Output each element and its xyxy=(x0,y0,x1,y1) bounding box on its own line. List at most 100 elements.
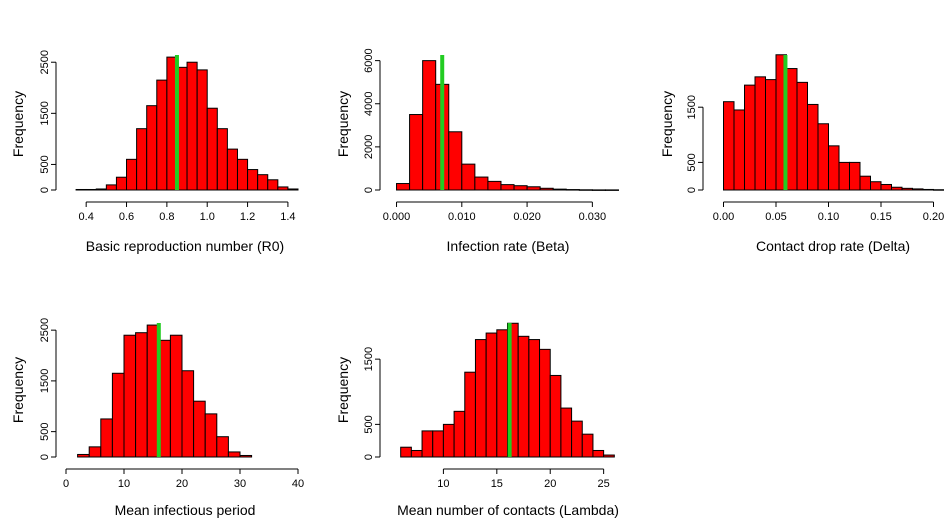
histogram-bar xyxy=(204,413,218,458)
histogram-bar xyxy=(526,186,541,191)
y-tick-label: 500 xyxy=(363,415,375,433)
histogram-bar xyxy=(421,430,434,458)
histogram-bar xyxy=(485,332,498,458)
x-tick-label: 0.05 xyxy=(765,211,786,223)
histogram-bar xyxy=(247,169,259,191)
histogram-bar xyxy=(817,123,829,191)
histogram-bar xyxy=(474,176,489,191)
histogram-bar xyxy=(115,176,128,191)
histogram-bar xyxy=(539,187,554,191)
panel-beta-ylabel: Frequency xyxy=(335,91,351,157)
panel-beta: 0.000 0.010 0.020 0.030 0 2000 4000 6000 Infect… xyxy=(335,48,619,254)
histogram-bar xyxy=(236,158,249,191)
histogram-bar xyxy=(422,60,437,191)
y-tick-label: 1500 xyxy=(686,95,698,119)
x-tick-label: 0.20 xyxy=(923,211,944,223)
x-tick-label: 0 xyxy=(63,478,69,490)
histogram-bar xyxy=(754,76,766,191)
x-tick-label: 0.4 xyxy=(79,211,94,223)
x-tick-label: 15 xyxy=(491,478,503,490)
histogram-bar xyxy=(517,335,530,458)
histogram-bar xyxy=(396,183,411,191)
histogram-bar xyxy=(571,420,583,458)
histogram-bar xyxy=(206,107,218,191)
histogram-bar xyxy=(578,189,593,191)
x-tick-label: 1.0 xyxy=(200,211,215,223)
x-tick-label: 10 xyxy=(437,478,449,490)
histogram-bar xyxy=(933,189,944,191)
histogram-bar xyxy=(838,161,850,191)
panel-delta: 0.00 0.05 0.10 0.15 0.20 0 500 1500 Contact dro… xyxy=(659,54,944,254)
histogram-bar xyxy=(77,453,90,458)
histogram-bar xyxy=(257,174,269,191)
panel-r0-xlabel: Basic reproduction number (R0) xyxy=(86,238,284,254)
panel-infectious-period-ylabel: Frequency xyxy=(10,357,26,423)
histogram-bar xyxy=(196,69,208,191)
histogram-bar xyxy=(239,454,253,458)
histogram-bar xyxy=(227,451,241,458)
x-tick-label: 20 xyxy=(176,478,188,490)
histogram-bar xyxy=(539,348,551,458)
y-tick-label: 0 xyxy=(39,454,51,460)
panel-r0: 0.4 0.6 0.8 1.0 1.2 1.4 0 500 1500 2500 Basic rep… xyxy=(10,50,299,254)
histogram-bar xyxy=(216,436,229,458)
histogram-bar xyxy=(448,131,463,191)
y-tick-label: 1500 xyxy=(363,347,375,371)
histogram-bar xyxy=(409,114,424,191)
x-tick-label: 0.10 xyxy=(818,211,839,223)
histogram-bar xyxy=(528,339,541,458)
histogram-bar xyxy=(891,186,903,191)
histogram-bar xyxy=(552,188,567,191)
panel-infectious-period-xlabel: Mean infectious period xyxy=(115,502,256,518)
histogram-bar xyxy=(870,181,882,191)
panel-lambda-xlabel: Mean number of contacts (Lambda) xyxy=(397,502,619,518)
histogram-bar xyxy=(85,188,97,191)
histogram-bar xyxy=(100,418,113,458)
histogram-bar xyxy=(912,188,924,191)
histogram-bar xyxy=(592,449,605,458)
histogram-bar xyxy=(723,101,735,191)
x-tick-label: 0.000 xyxy=(383,211,411,223)
histogram-bar xyxy=(287,188,299,191)
histogram-bar xyxy=(453,410,466,458)
histogram-bar xyxy=(226,148,238,191)
x-tick-label: 0.010 xyxy=(448,211,476,223)
y-tick-label: 1500 xyxy=(39,369,51,393)
histogram-bar xyxy=(487,180,502,191)
y-tick-label: 2000 xyxy=(363,135,375,159)
x-tick-label: 0.8 xyxy=(159,211,174,223)
histogram-bar xyxy=(111,372,125,458)
histogram-bar xyxy=(880,183,892,191)
histogram-bar xyxy=(591,189,606,191)
histogram-bar xyxy=(807,103,819,191)
histogram-bar xyxy=(859,175,871,191)
y-tick-label: 2500 xyxy=(39,50,51,74)
x-tick-label: 10 xyxy=(118,478,130,490)
histogram-bar xyxy=(513,185,528,191)
y-tick-label: 500 xyxy=(686,153,698,171)
histogram-bar xyxy=(796,81,808,191)
x-tick-label: 1.2 xyxy=(240,211,255,223)
histogram-bar xyxy=(267,179,279,191)
histogram-bar xyxy=(464,371,476,458)
x-tick-label: 40 xyxy=(292,478,304,490)
histogram-bar xyxy=(744,84,756,191)
panel-delta-xlabel: Contact drop rate (Delta) xyxy=(756,238,910,254)
histogram-bar xyxy=(410,449,423,458)
panel-beta-xlabel: Infection rate (Beta) xyxy=(447,238,570,254)
histogram-bar xyxy=(75,188,87,191)
histogram-bar xyxy=(400,446,412,458)
y-tick-label: 6000 xyxy=(363,48,375,72)
y-tick-label: 0 xyxy=(363,454,375,460)
x-tick-label: 0.15 xyxy=(870,211,891,223)
x-tick-label: 0.6 xyxy=(119,211,134,223)
panel-r0-ylabel: Frequency xyxy=(10,91,26,157)
histogram-bar xyxy=(135,332,148,458)
histogram-bar xyxy=(156,79,168,191)
histogram-bar xyxy=(88,446,102,458)
histogram-bar xyxy=(765,79,777,191)
histogram-bar xyxy=(216,128,228,191)
histogram-bar xyxy=(432,430,444,458)
histogram-bar xyxy=(828,145,840,191)
